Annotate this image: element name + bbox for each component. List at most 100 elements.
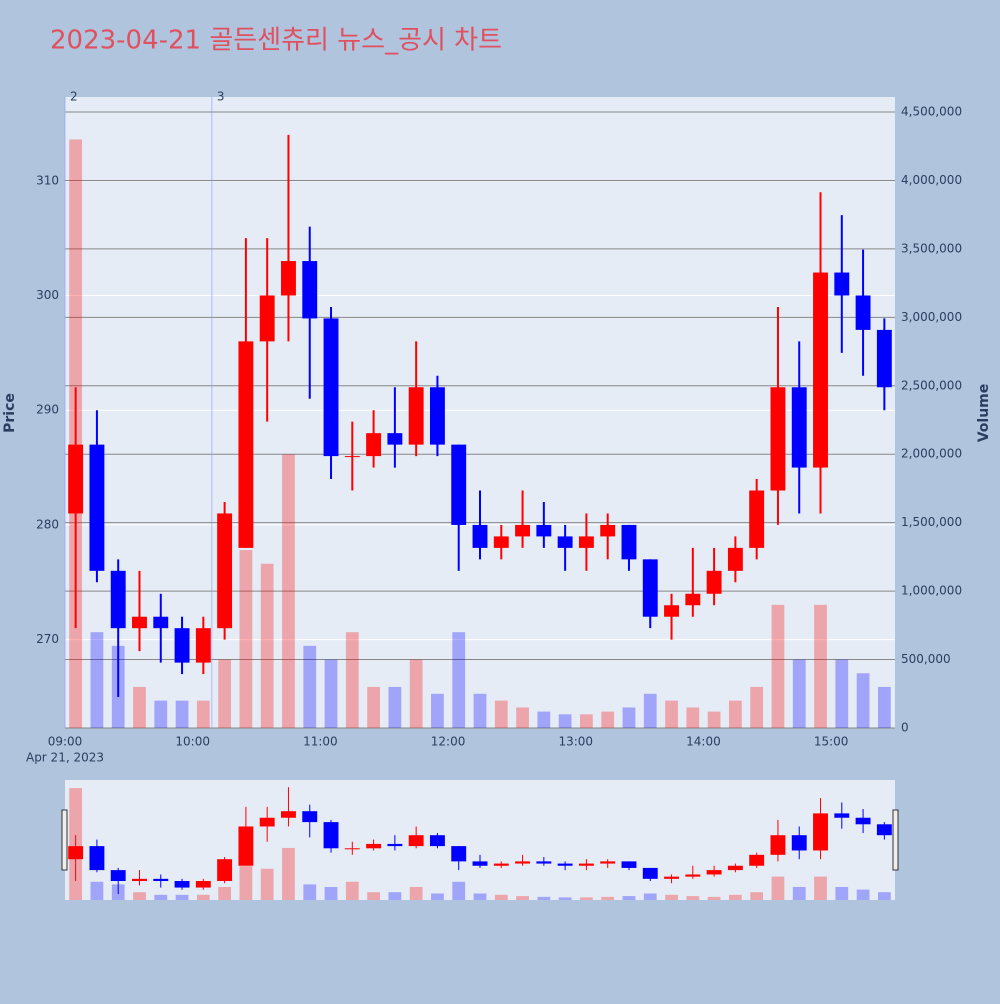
volume-bar [835,886,849,900]
volume-bar [494,700,508,728]
volume-bar [771,876,785,900]
candle-body [153,878,169,882]
volume-bar [431,693,444,728]
x-tick-label: 11:00 [303,735,338,749]
volume-bar [282,847,295,900]
y-tick-label: 280 [36,517,59,531]
volume-bar [665,894,678,900]
volume-bar [367,892,380,900]
candle-body [110,870,126,882]
volume-bar [558,714,572,728]
volume-bar [133,686,146,728]
candle-body [536,524,552,537]
volume-bar [771,604,785,728]
candle-body [302,811,318,823]
candle-body [323,318,339,457]
candle-body [89,846,105,871]
candle-body [366,433,382,457]
volume-bar [665,700,678,728]
candle-body [281,261,296,296]
volume-bar [196,894,210,900]
slider-handle[interactable] [892,809,899,871]
volume-bar [324,886,338,900]
candle-body [727,547,743,571]
volume-bar [750,892,764,900]
volume-bar [877,686,891,728]
candle-body [621,861,637,868]
volume-bar [431,893,444,900]
volume-bar [175,894,189,900]
volume-bar [282,454,295,728]
candle-body [238,341,254,548]
candle-body [664,876,679,879]
volume-bar [537,896,551,900]
volume-bar [154,700,168,728]
volume-bar [239,550,253,728]
volume-bar [388,686,402,728]
candle-body [472,861,488,866]
candle-body [68,444,84,514]
volume-bar [175,700,189,728]
volume-bar [516,896,529,900]
volume-bar [707,896,721,900]
candle-body [238,826,254,866]
candle-body [132,878,147,882]
volume-bar [580,897,593,900]
x-tick-label: 12:00 [431,735,466,749]
y2-tick-label: 2,500,000 [901,378,962,392]
volume-bar [580,714,593,728]
candle-body [557,863,573,866]
volume-bar [90,632,104,728]
candle-body [578,863,594,866]
x-tick-label: 14:00 [686,735,721,749]
candle-body [621,524,637,560]
candle-body [132,616,147,629]
volume-bar [409,659,423,728]
volume-bar [686,896,700,900]
volume-bar [154,894,168,900]
y2-tick-label: 0 [901,721,909,735]
volume-bar [792,659,806,728]
volume-bar [409,886,423,900]
x-tick-label: 15:00 [814,735,849,749]
candle-body [493,536,509,548]
volume-bar [345,881,359,900]
candle-body [259,295,275,342]
candle-body [217,513,233,629]
candle-body [557,536,573,548]
candle-body [408,387,424,445]
volume-bar [686,707,700,728]
candle-body [259,817,275,827]
volume-bar [388,892,402,900]
volume-bar [558,897,572,900]
candle-body [174,628,190,663]
candle-body [217,859,233,882]
candle-body [408,835,424,847]
slider-handle[interactable] [61,809,68,871]
x-date-label: Apr 21, 2023 [26,751,104,765]
candle-body [153,616,169,629]
volume-bar [345,632,359,728]
candle-body [770,835,786,855]
volume-bar [473,893,487,900]
volume-bar [196,700,210,728]
volume-bar [218,659,231,728]
volume-bar [856,889,870,900]
candle-body [344,848,360,850]
volume-bar [622,896,636,900]
y2-tick-label: 4,500,000 [901,105,962,119]
candle-body [366,843,382,849]
candle-body [876,329,892,388]
candle-body [451,444,467,525]
candle-body [110,570,126,629]
volume-bar [303,645,317,728]
volume-bar [133,892,146,900]
volume-bar [260,868,274,900]
candle-body [834,813,850,818]
candle-body [791,387,807,468]
candle-body [876,824,892,836]
candle-body [323,822,339,849]
chart-title: 2023-04-21 골든센츄리 뉴스_공시 차트 [50,26,502,56]
candle-body [791,835,807,851]
candle-body [68,846,84,860]
